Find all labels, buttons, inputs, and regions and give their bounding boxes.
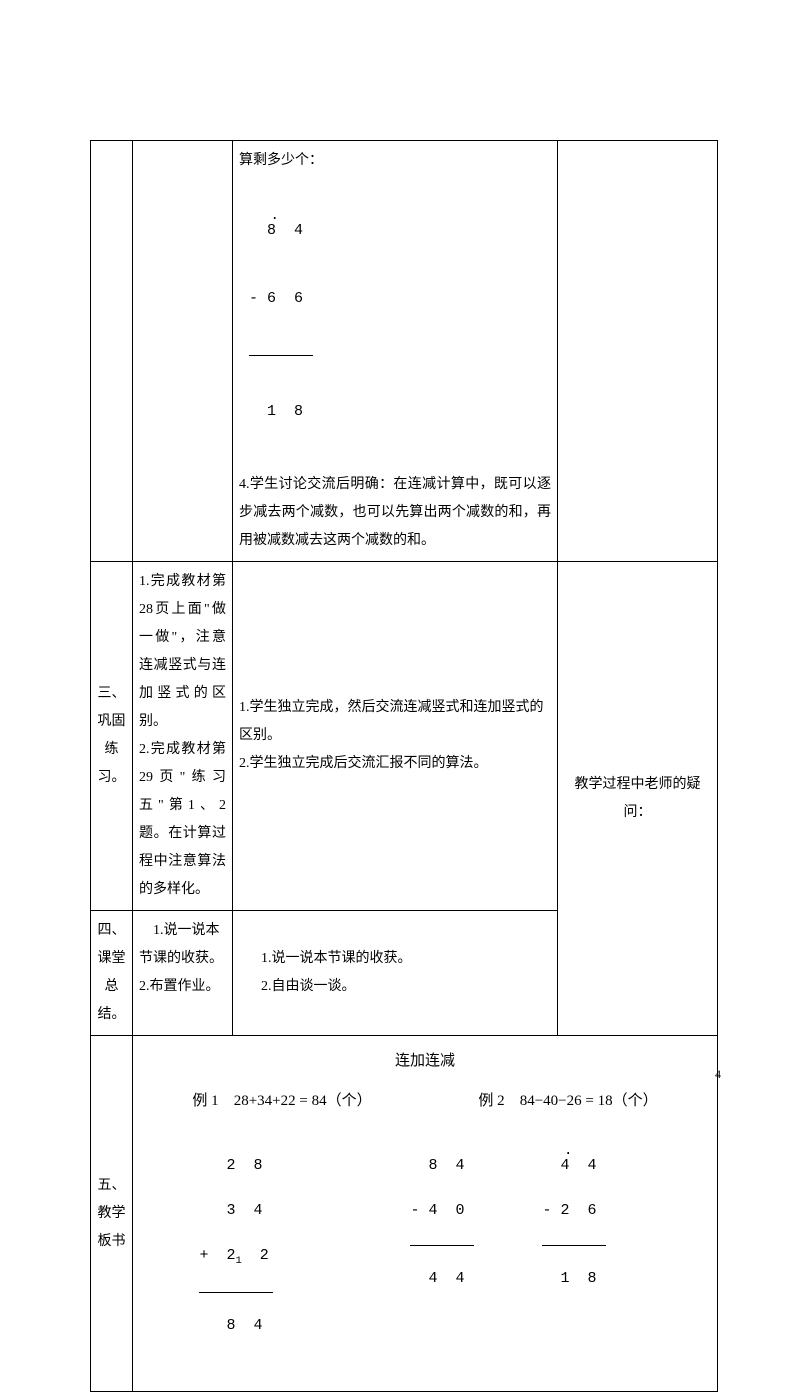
vertical-subtraction-2: 4 4 - 2 6 1 8 [542,1132,650,1338]
table-row: 算剩多少个： 8 4 - 6 6 1 8 4.学生讨论交流后明确：在连减计算中，… [91,141,718,562]
page: 算剩多少个： 8 4 - 6 6 1 8 4.学生讨论交流后明确：在连减计算中，… [0,0,793,1122]
lesson-table: 算剩多少个： 8 4 - 6 6 1 8 4.学生讨论交流后明确：在连减计算中，… [90,140,718,1392]
cell-r2c3: 1.学生独立完成，然后交流连减竖式和连加竖式的区别。 2.学生独立完成后交流汇报… [233,562,558,911]
example-1: 例 1 28+34+22 = 84（个） [192,1086,371,1116]
paragraph: 2.学生独立完成后交流汇报不同的算法。 [239,750,551,778]
cell-r1c2 [133,141,233,562]
subtraction-pair: 8 4 - 4 0 4 4 4 4 - 2 6 1 8 [410,1132,650,1338]
cell-r3c1: 四、课堂总结。 [91,911,133,1036]
example-eq: 28+34+22 = 84（个） [234,1093,372,1109]
paragraph: 1.说一说本节课的收获。 [261,945,551,973]
calc-row: 2 8 3 4 + 21 2 8 4 8 4 - 4 0 4 4 4 4 - 2… [139,1132,711,1385]
cell-r3c2: 1.说一说本节课的收获。 2.布置作业。 [133,911,233,1036]
example-eq: 84−40−26 = 18（个） [520,1093,658,1109]
vertical-addition: 2 8 3 4 + 21 2 8 4 [199,1132,289,1385]
example-label: 例 2 [478,1093,504,1109]
cell-r3c3: 1.说一说本节课的收获。 2.自由谈一谈。 [233,911,558,1036]
example-2: 例 2 84−40−26 = 18（个） [478,1086,657,1116]
cell-r4c1: 五、教学板书 [91,1036,133,1392]
page-number: 4 [715,1067,721,1082]
paragraph: 2.自由谈一谈。 [261,973,551,1001]
cell-r2c1: 三、巩固练习。 [91,562,133,911]
table-row: 五、教学板书 连加连减 例 1 28+34+22 = 84（个） 例 2 84−… [91,1036,718,1392]
cell-r4-board: 连加连减 例 1 28+34+22 = 84（个） 例 2 84−40−26 =… [133,1036,718,1392]
example-label: 例 1 [192,1093,218,1109]
examples-row: 例 1 28+34+22 = 84（个） 例 2 84−40−26 = 18（个… [139,1086,711,1116]
cell-r1c4 [558,141,718,562]
board-title: 连加连减 [139,1046,711,1076]
text-line: 算剩多少个： [239,147,551,175]
cell-r2c4: 教学过程中老师的疑问： [558,562,718,1036]
table-row: 三、巩固练习。 1.完成教材第28页上面"做一做"，注意连减竖式与连加竖式的区别… [91,562,718,911]
cell-r1c1 [91,141,133,562]
paragraph: 4.学生讨论交流后明确：在连减计算中，既可以逐步减去两个减数，也可以先算出两个减… [239,471,551,555]
paragraph: 1.学生独立完成，然后交流连减竖式和连加竖式的区别。 [239,694,551,750]
cell-r2c2: 1.完成教材第28页上面"做一做"，注意连减竖式与连加竖式的区别。 2.完成教材… [133,562,233,911]
cell-r1c3: 算剩多少个： 8 4 - 6 6 1 8 4.学生讨论交流后明确：在连减计算中，… [233,141,558,562]
vertical-subtraction-1: 8 4 - 4 0 4 4 [410,1132,518,1338]
vertical-subtraction: 8 4 - 6 6 1 8 [239,175,551,471]
